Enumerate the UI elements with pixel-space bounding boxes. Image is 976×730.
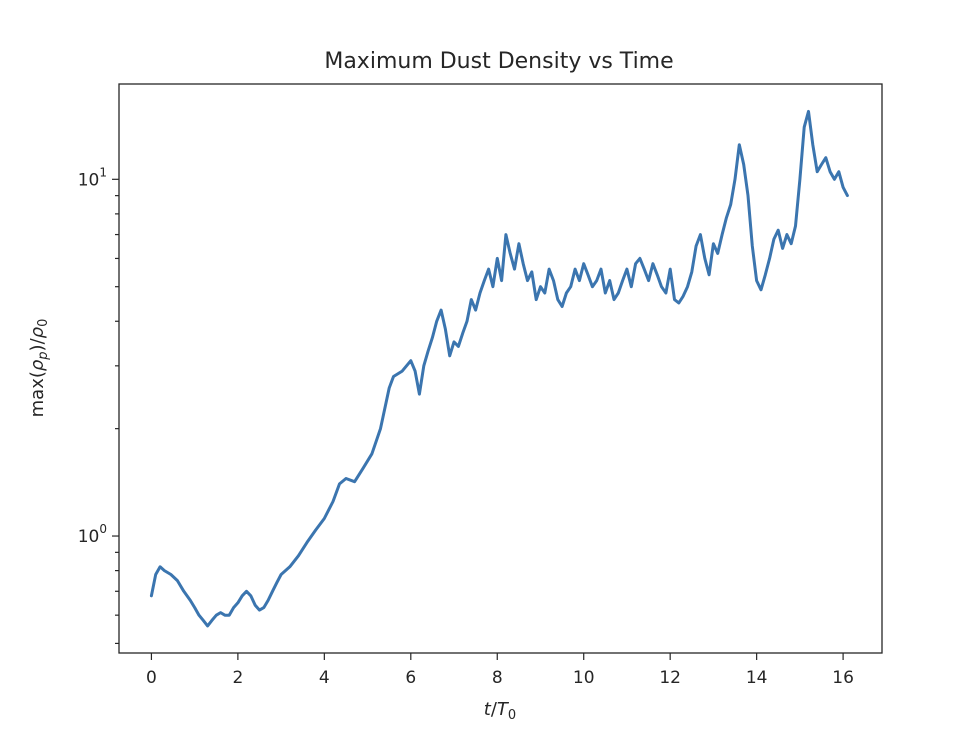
x-tick-label: 2 [232,668,243,688]
x-axis: 0 2 4 6 8 10 12 14 16 [146,653,854,688]
series-layer [149,109,849,628]
chart-title: Maximum Dust Density vs Time [324,49,673,74]
x-tick-label: 14 [746,668,768,688]
x-tick-label: 0 [146,668,157,688]
plot-area [118,83,883,654]
y-axis-label: max(ρp)/ρ0 [27,319,51,418]
series-line-0 [149,109,849,628]
x-axis-label: t/T0 [484,699,516,723]
plot-frame [118,83,883,654]
x-tick-label: 10 [573,668,595,688]
x-tick-label: 4 [319,668,330,688]
y-axis: 100 101 [78,165,119,645]
x-tick-label: 6 [405,668,416,688]
x-tick-label: 12 [659,668,681,688]
y-tick-label: 100 [78,522,107,547]
y-tick-label: 101 [78,165,107,190]
x-tick-label: 8 [492,668,503,688]
x-tick-label: 16 [832,668,854,688]
